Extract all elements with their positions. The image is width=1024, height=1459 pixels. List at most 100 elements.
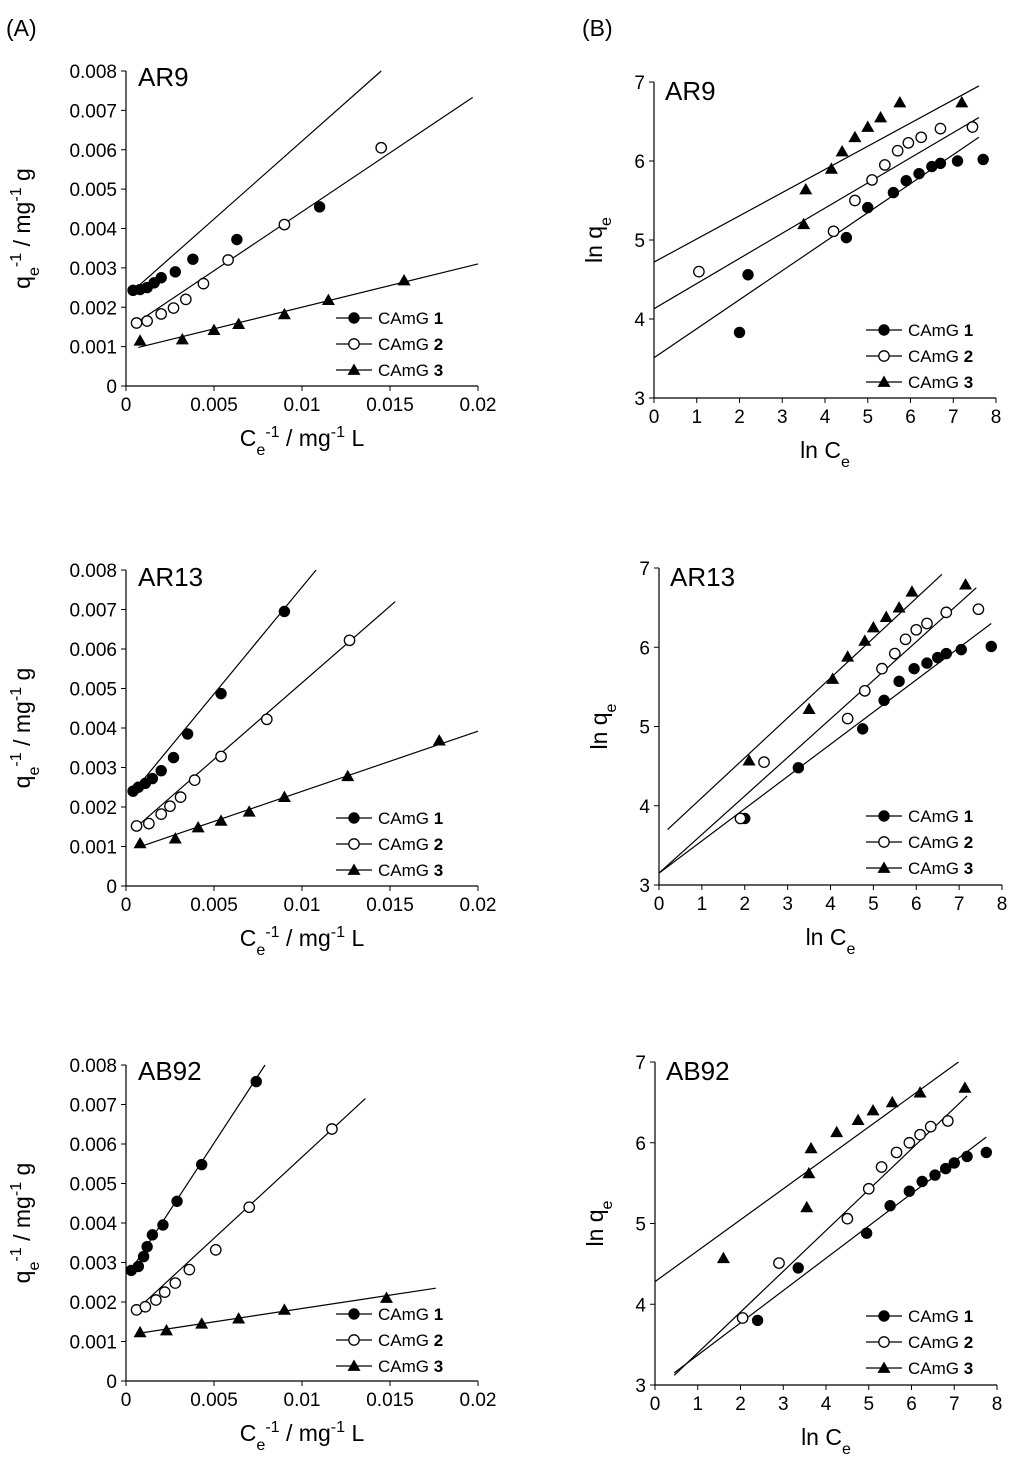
series-camg-1 bbox=[127, 70, 382, 297]
data-point bbox=[841, 1212, 854, 1225]
legend-name: CAmG bbox=[908, 1359, 964, 1378]
fit-line bbox=[659, 622, 992, 874]
data-point bbox=[232, 1312, 246, 1324]
y-axis-label: ln qe bbox=[582, 1200, 616, 1246]
y-label-sup2: -1 bbox=[7, 1182, 25, 1196]
series-camg-3 bbox=[133, 1287, 436, 1338]
data-point bbox=[143, 817, 155, 830]
y-tick-label: 0.004 bbox=[69, 719, 117, 740]
x-tick-label: 0 bbox=[650, 1394, 661, 1415]
y-label-sup: -1 bbox=[7, 1247, 25, 1261]
data-point bbox=[751, 1314, 764, 1327]
data-point bbox=[733, 326, 746, 339]
data-point bbox=[792, 762, 805, 774]
legend-number: 2 bbox=[964, 833, 973, 852]
data-point bbox=[260, 713, 273, 726]
data-point bbox=[861, 120, 875, 132]
legend-number: 3 bbox=[964, 1359, 973, 1378]
x-tick-label: 0.015 bbox=[366, 895, 414, 916]
y-tick-label: 6 bbox=[639, 638, 650, 659]
y-tick-label: 0 bbox=[106, 1372, 117, 1393]
series-camg-2 bbox=[130, 601, 396, 832]
legend-number: 3 bbox=[434, 361, 443, 380]
legend-number: 2 bbox=[434, 835, 443, 854]
y-tick-label: 6 bbox=[635, 1134, 646, 1155]
fit-line bbox=[654, 117, 980, 310]
y-tick-label: 7 bbox=[634, 73, 645, 94]
x-tick-label: 0.005 bbox=[190, 895, 238, 916]
y-tick-label: 6 bbox=[634, 152, 645, 173]
data-point bbox=[940, 1162, 952, 1175]
data-point bbox=[155, 808, 168, 820]
x-label-base: ln C bbox=[806, 924, 847, 950]
data-point bbox=[858, 684, 871, 697]
y-tick-label: 0.008 bbox=[69, 1056, 117, 1077]
y-tick-label: 0.006 bbox=[69, 640, 117, 661]
data-point bbox=[195, 1317, 209, 1329]
data-point bbox=[397, 273, 411, 286]
data-point bbox=[326, 1123, 338, 1135]
data-point bbox=[130, 820, 143, 832]
data-point bbox=[879, 610, 893, 623]
y-tick-label: 0.004 bbox=[69, 1214, 117, 1235]
data-point bbox=[929, 1169, 941, 1181]
y-tick-label: 0.001 bbox=[69, 1333, 117, 1354]
legend-marker bbox=[878, 350, 890, 362]
data-point bbox=[175, 333, 189, 345]
data-point bbox=[914, 1128, 926, 1141]
data-point bbox=[948, 1157, 960, 1169]
legend-marker bbox=[878, 1310, 890, 1322]
x-tick-label: 7 bbox=[949, 1394, 960, 1415]
charts-container: 0 0.005 0.01 0.015 0.0200.0010.0020.0030.004… bbox=[7, 62, 1007, 1458]
data-point bbox=[167, 302, 180, 314]
x-tick-label: 0.015 bbox=[366, 1390, 414, 1411]
data-point bbox=[866, 1103, 880, 1116]
legend-number: 2 bbox=[434, 1331, 443, 1350]
y-axis-label: qe-1 / mg-1 g bbox=[7, 168, 43, 289]
legend-number: 2 bbox=[964, 347, 973, 366]
y-tick-label: 0.006 bbox=[69, 1135, 117, 1156]
data-point bbox=[862, 1182, 875, 1195]
data-point bbox=[891, 144, 904, 157]
data-point bbox=[141, 1241, 153, 1253]
x-label-sup2: -1 bbox=[331, 423, 345, 441]
legend-number: 2 bbox=[434, 335, 443, 354]
chart-title: AR9 bbox=[665, 76, 716, 106]
legend-label: CAmG 1 bbox=[908, 1307, 973, 1326]
data-point bbox=[277, 1303, 291, 1315]
y-tick-label: 0 bbox=[106, 377, 117, 398]
y-label-base: ln q bbox=[581, 226, 607, 263]
data-point bbox=[866, 620, 880, 633]
x-label-sup: -1 bbox=[265, 423, 279, 441]
legend-number: 1 bbox=[434, 809, 443, 828]
x-axis-label: ln Ce bbox=[801, 1424, 851, 1458]
legend-marker bbox=[348, 838, 360, 850]
y-label-sub: e bbox=[25, 767, 43, 776]
chart-a2: 0 0.005 0.01 0.015 0.02 0 0.001 0.002 0.003 0.004… bbox=[7, 561, 496, 959]
x-tick-label: 0 bbox=[654, 894, 665, 915]
data-point bbox=[278, 218, 291, 231]
data-point bbox=[840, 231, 853, 244]
legend-name: CAmG bbox=[378, 861, 434, 880]
data-point bbox=[215, 687, 227, 700]
data-point bbox=[155, 308, 168, 320]
x-tick-label: 0.01 bbox=[284, 895, 321, 916]
data-point bbox=[155, 272, 167, 284]
legend-label: CAmG 3 bbox=[378, 361, 443, 380]
fit-line bbox=[654, 85, 980, 263]
legend-marker bbox=[347, 363, 361, 375]
y-tick-label: 4 bbox=[634, 310, 645, 331]
data-point bbox=[934, 157, 947, 170]
data-point bbox=[167, 751, 180, 764]
x-label-base: C bbox=[240, 425, 257, 451]
legend-marker bbox=[877, 861, 891, 873]
y-tick-label: 0.002 bbox=[69, 798, 117, 819]
x-tick-label: 5 bbox=[863, 1394, 874, 1415]
y-tick-label: 7 bbox=[635, 1053, 646, 1074]
x-tick-label: 0 bbox=[649, 407, 660, 428]
legend-number: 3 bbox=[964, 373, 973, 392]
data-point bbox=[341, 769, 355, 782]
data-point bbox=[955, 643, 967, 656]
data-point bbox=[802, 1166, 816, 1179]
